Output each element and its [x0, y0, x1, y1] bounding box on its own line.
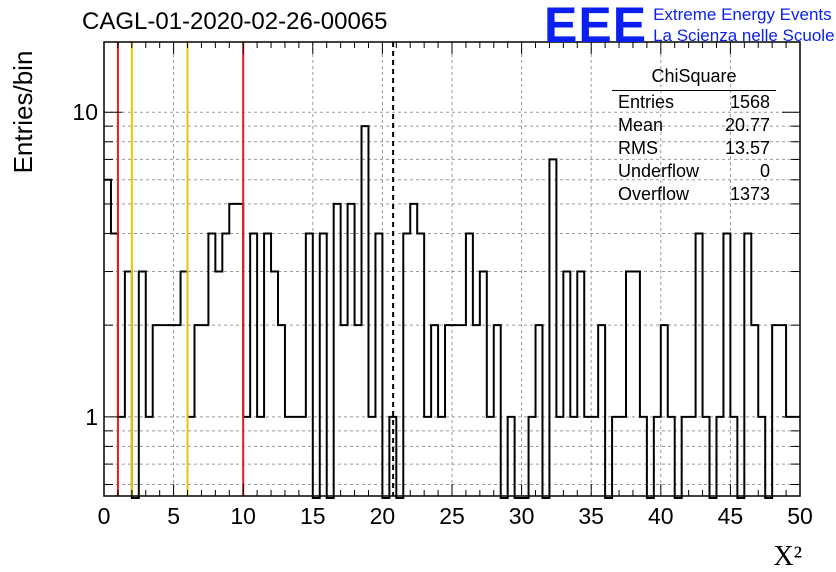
histogram-bar [577, 272, 584, 496]
histogram-bar [375, 233, 382, 496]
stats-label: Underflow [618, 161, 700, 181]
stats-label: RMS [618, 138, 658, 158]
stats-value: 13.57 [724, 138, 770, 158]
histogram-bar [772, 325, 779, 496]
histogram-bar [181, 272, 188, 496]
histogram-bar [125, 272, 132, 496]
histogram-bar [459, 325, 466, 496]
x-tick-label: 40 [648, 503, 674, 529]
x-tick-label: 35 [578, 503, 604, 529]
histogram-bar [174, 325, 181, 496]
stats-row-rms: RMS 13.57 [612, 137, 776, 160]
y-tick-label: 1 [85, 404, 98, 430]
eee-logo-text: Extreme Energy Events La Scienza nelle S… [653, 4, 834, 46]
histogram-bar [563, 272, 570, 496]
stats-title: ChiSquare [612, 66, 776, 91]
histogram-bar [160, 325, 167, 496]
histogram-bar [410, 204, 417, 496]
histogram-bar [104, 180, 111, 496]
x-tick-label: 15 [300, 503, 326, 529]
logo-line-2: La Scienza nelle Scuole [653, 26, 835, 45]
histogram-bar [431, 325, 438, 496]
x-axis-title: X² [773, 541, 802, 572]
histogram-bar [549, 159, 556, 496]
logo-line-1: Extreme Energy Events [653, 5, 832, 24]
histogram-bar [494, 325, 501, 496]
y-axis-title: Entries/bin [8, 51, 38, 174]
histogram-bar [355, 325, 362, 496]
histogram-bar [320, 233, 327, 496]
histogram-bar [201, 325, 208, 496]
stats-value: 20.77 [724, 115, 770, 135]
histogram-bar [445, 325, 452, 496]
chart-title: CAGL-01-2020-02-26-00065 [82, 8, 388, 35]
stats-row-underflow: Underflow 0 [612, 160, 776, 183]
histogram-bar [153, 325, 160, 496]
histogram-bar [417, 233, 424, 496]
histogram-bar [194, 325, 201, 496]
histogram-bar [334, 204, 341, 496]
histogram-bar [306, 233, 313, 496]
x-tick-label: 25 [439, 503, 465, 529]
histogram-bar [250, 233, 257, 496]
histogram-bar [271, 272, 278, 496]
x-tick-label: 45 [718, 503, 744, 529]
histogram-bar [139, 272, 146, 496]
histogram-bar [403, 233, 410, 496]
stats-row-overflow: Overflow 1373 [612, 183, 776, 206]
eee-logo: EEE Extreme Energy Events La Scienza nel… [544, 0, 835, 53]
histogram-bar [661, 325, 668, 496]
histogram-bar [751, 325, 758, 496]
histogram-bar [466, 233, 473, 496]
histogram-bar [626, 272, 633, 496]
eee-logo-mark: EEE [544, 0, 648, 53]
histogram-bar [779, 325, 786, 496]
histogram-bar [480, 272, 487, 496]
stats-value: 0 [759, 161, 770, 181]
x-tick-label: 30 [509, 503, 535, 529]
x-tick-label: 5 [167, 503, 180, 529]
histogram-bar [341, 325, 348, 496]
histogram-bar [215, 272, 222, 496]
histogram-bar [348, 204, 355, 496]
stats-value: 1568 [729, 92, 770, 112]
histogram-bar [208, 233, 215, 496]
histogram-bar [452, 325, 459, 496]
stats-box: ChiSquare Entries 1568 Mean 20.77 RMS 13… [612, 66, 776, 206]
histogram-bar [264, 233, 271, 496]
stats-value: 1373 [729, 184, 770, 204]
histogram-bar [222, 233, 229, 496]
histogram-bar [278, 325, 285, 496]
histogram-bar [236, 204, 243, 496]
histogram-bar [598, 325, 605, 496]
histogram-bar [744, 233, 751, 496]
stats-row-entries: Entries 1568 [612, 91, 776, 114]
stats-row-mean: Mean 20.77 [612, 114, 776, 137]
stats-label: Entries [618, 92, 675, 112]
stats-label: Overflow [618, 184, 690, 204]
stats-label: Mean [618, 115, 664, 135]
histogram-outline [104, 125, 800, 499]
histogram-bar [696, 233, 703, 496]
histogram-bar [362, 126, 369, 496]
y-tick-label: 10 [72, 99, 98, 125]
x-tick-label: 50 [787, 503, 813, 529]
histogram-bar [723, 233, 730, 496]
histogram-bar [473, 325, 480, 496]
histogram-bar [633, 272, 640, 496]
histogram-bar [111, 233, 118, 496]
histogram-bar [536, 325, 543, 496]
x-tick-label: 20 [370, 503, 396, 529]
histogram-bar [167, 325, 174, 496]
x-tick-label: 10 [230, 503, 256, 529]
x-tick-label: 0 [98, 503, 111, 529]
histogram-bar [229, 204, 236, 496]
